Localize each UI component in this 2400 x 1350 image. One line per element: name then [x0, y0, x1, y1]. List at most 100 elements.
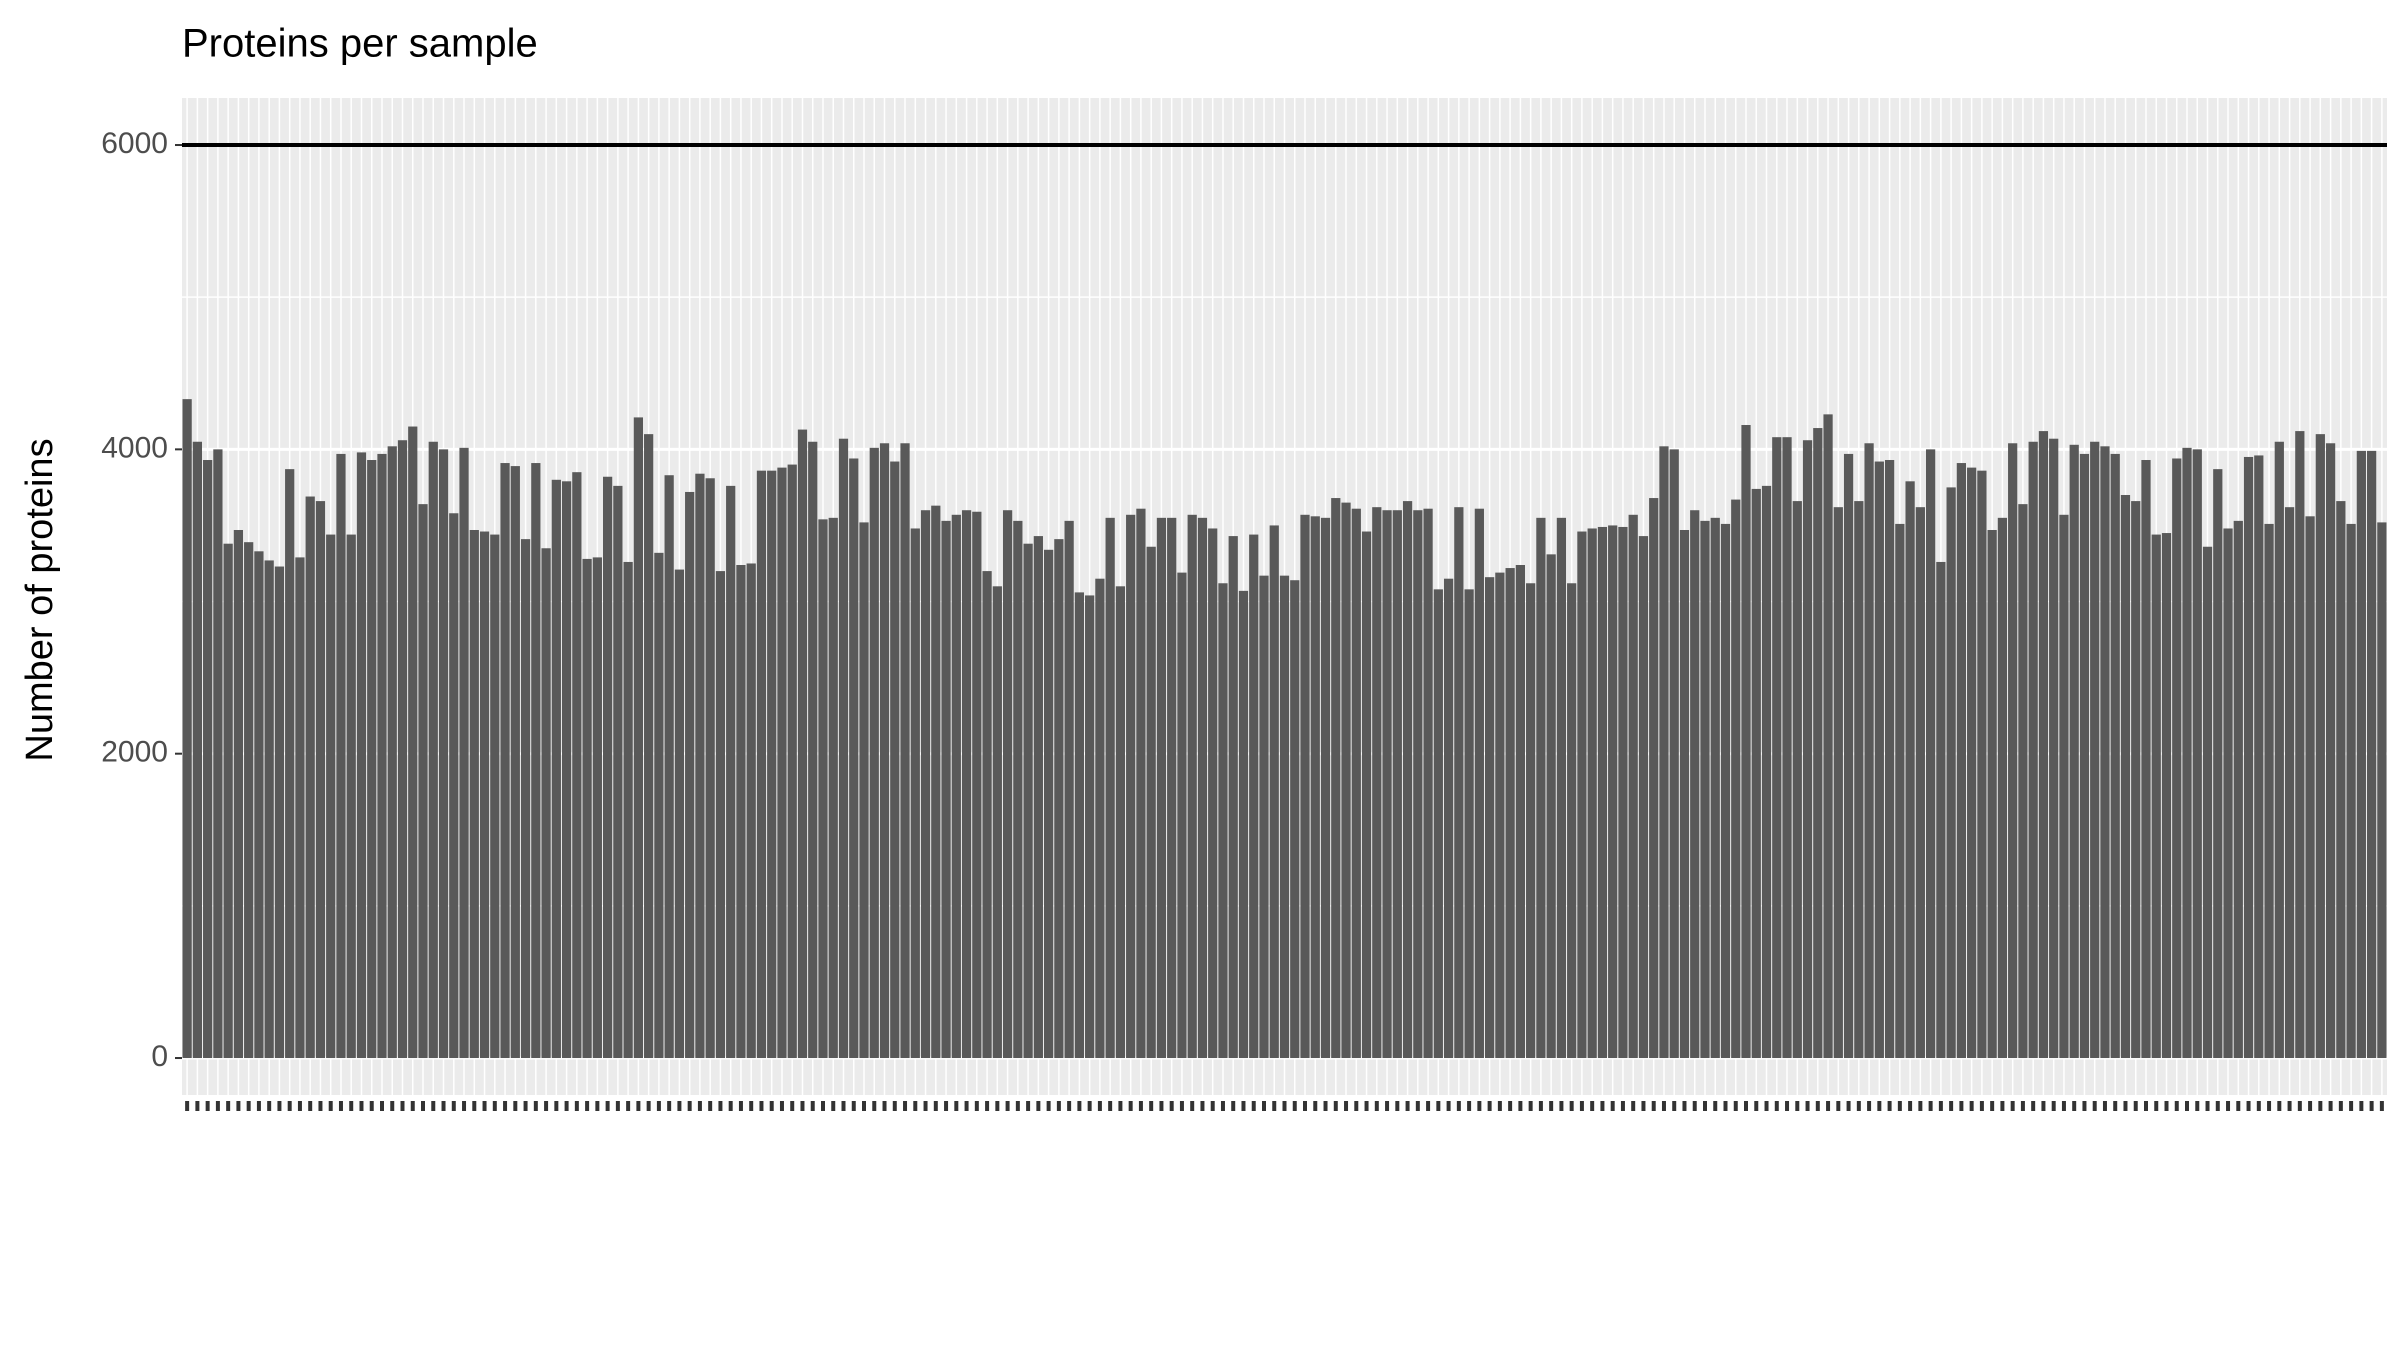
bar	[1300, 514, 1310, 1059]
bar	[2233, 520, 2243, 1059]
bar	[1505, 568, 1515, 1059]
bar	[1341, 502, 1351, 1059]
bar	[408, 426, 418, 1059]
bar	[2018, 504, 2028, 1059]
bar	[520, 539, 531, 1059]
bar	[469, 530, 479, 1059]
bar	[2295, 431, 2305, 1059]
bar	[1269, 525, 1279, 1059]
bar	[223, 543, 233, 1059]
bar	[1054, 539, 1064, 1059]
bar	[203, 460, 213, 1059]
bar	[1618, 526, 1628, 1059]
bar	[1208, 528, 1218, 1059]
bar	[1597, 526, 1608, 1059]
bar	[1413, 510, 1423, 1059]
bar	[1608, 525, 1618, 1059]
bar	[490, 534, 500, 1059]
bar	[233, 530, 244, 1059]
bar	[1095, 578, 1105, 1059]
bar	[1669, 449, 1679, 1059]
bar	[254, 551, 264, 1059]
bar	[1874, 461, 1884, 1059]
bar	[900, 443, 910, 1059]
bar	[1392, 510, 1402, 1059]
bar	[1772, 437, 1782, 1059]
bar	[1936, 561, 1946, 1059]
bar	[1085, 595, 1095, 1059]
bar	[756, 470, 767, 1059]
bar	[1823, 414, 1833, 1059]
bar	[213, 449, 223, 1059]
bar	[1761, 485, 1772, 1059]
bar	[1710, 517, 1720, 1059]
bar	[746, 563, 756, 1059]
bar	[797, 429, 808, 1059]
bar	[2141, 460, 2151, 1059]
bar	[828, 517, 838, 1059]
bar	[1310, 516, 1320, 1059]
bar	[1331, 498, 1341, 1059]
bar	[1843, 453, 1854, 1059]
bar	[1587, 528, 1597, 1059]
bar	[1792, 501, 1802, 1059]
bar	[1136, 508, 1146, 1059]
bar	[192, 441, 202, 1059]
bar	[982, 571, 992, 1059]
bar	[2346, 523, 2356, 1059]
bar	[1905, 481, 1915, 1059]
bar	[551, 479, 561, 1059]
bar	[685, 491, 695, 1059]
bar	[838, 438, 849, 1059]
bar	[1177, 572, 1187, 1059]
bar	[1146, 546, 1156, 1059]
bar	[992, 586, 1002, 1059]
bar	[1720, 523, 1731, 1059]
bar	[808, 441, 818, 1059]
bar	[633, 417, 643, 1059]
y-tick-label: 0	[151, 1040, 168, 1073]
bar	[2028, 441, 2038, 1059]
bar	[1967, 467, 1977, 1059]
bar	[1997, 517, 2008, 1059]
bar	[920, 510, 931, 1059]
bar	[274, 566, 285, 1059]
bar	[1638, 536, 1649, 1059]
bar	[1884, 460, 1895, 1059]
bar	[695, 473, 705, 1059]
bar	[1700, 520, 1710, 1059]
bar	[1833, 507, 1843, 1059]
bar	[1361, 531, 1372, 1059]
bar	[510, 466, 520, 1059]
bar	[285, 469, 295, 1059]
bar	[1495, 572, 1505, 1059]
bar	[1946, 487, 1956, 1059]
bar	[2264, 523, 2274, 1059]
bar	[623, 561, 633, 1059]
bar	[1926, 449, 1936, 1059]
bar	[1033, 536, 1043, 1059]
bar	[2079, 453, 2090, 1059]
bar	[1577, 531, 1587, 1059]
bar	[1218, 583, 1228, 1059]
bar	[1402, 501, 1413, 1059]
bar	[1105, 517, 1115, 1059]
bar	[726, 485, 736, 1059]
bar	[1433, 589, 1443, 1059]
bar	[1228, 536, 1238, 1059]
bar	[1956, 463, 1966, 1059]
bar	[1546, 554, 1556, 1059]
bar	[561, 481, 572, 1059]
bar	[1751, 488, 1761, 1059]
bar	[305, 496, 315, 1059]
bar	[1443, 578, 1454, 1059]
bar	[1382, 510, 1392, 1059]
bar	[449, 513, 459, 1059]
bar	[1474, 508, 1484, 1059]
bar	[418, 504, 428, 1059]
bar	[1167, 517, 1177, 1059]
bar	[479, 531, 490, 1059]
bar	[2243, 456, 2254, 1059]
bar	[1977, 470, 1987, 1059]
